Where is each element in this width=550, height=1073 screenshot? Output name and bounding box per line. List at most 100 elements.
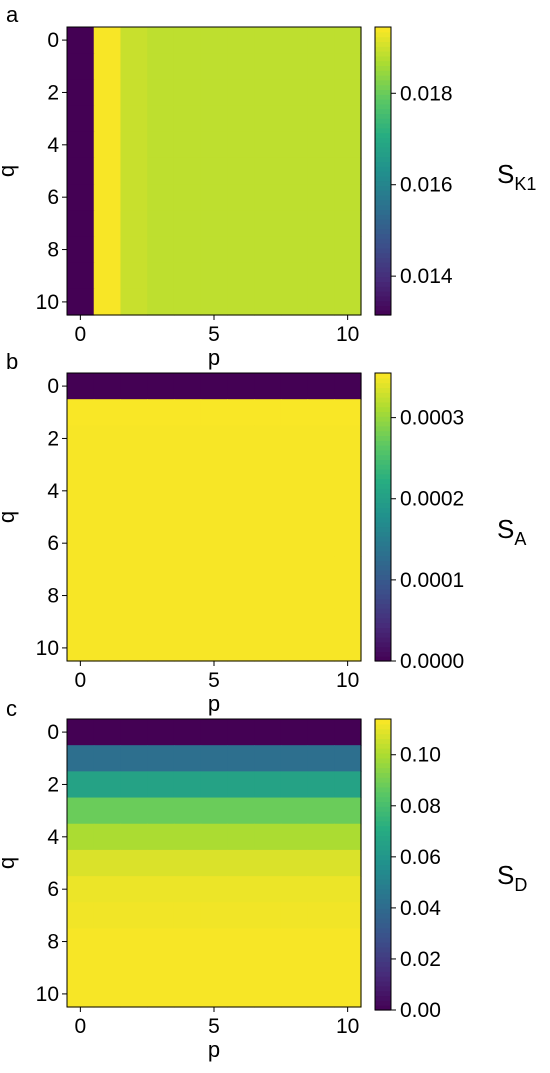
heatmap-cell (254, 373, 282, 400)
heatmap-cell (120, 954, 148, 982)
colorbar-strip (375, 752, 391, 759)
heatmap-cell (147, 849, 175, 877)
heatmap-cell (93, 236, 122, 264)
colorbar-strip (375, 1005, 391, 1011)
heatmap-cell (147, 288, 175, 316)
colorbar-strip (375, 517, 391, 523)
colorbar-strip (375, 142, 391, 148)
colorbar-strip (375, 927, 391, 933)
colorbar-strip (375, 233, 391, 239)
colorbar-label-sub: A (514, 529, 526, 549)
heatmap-cell (67, 288, 95, 316)
colorbar-strip (375, 382, 391, 388)
heatmap-cell (200, 928, 228, 956)
colorbar-strip (375, 811, 391, 817)
colorbar-strip (375, 60, 391, 66)
heatmap-cell (307, 399, 335, 426)
heatmap-cell (200, 53, 228, 80)
heatmap-cell (227, 105, 255, 133)
heatmap-cell (280, 876, 309, 903)
colorbar-strip (375, 801, 391, 807)
heatmap-cell (93, 373, 122, 400)
colorbar-strip (375, 377, 391, 384)
heatmap-cell (173, 288, 202, 316)
colorbar-tick-label: 0.10 (400, 744, 441, 767)
heatmap-cell (334, 477, 362, 505)
colorbar-label: SK1 (497, 159, 536, 194)
heatmap-cell (67, 262, 95, 290)
heatmap-cell (173, 954, 202, 982)
colorbar-strip (375, 305, 391, 311)
panel-letter: b (6, 349, 18, 374)
colorbar-strip (375, 816, 391, 822)
heatmap-cell (307, 556, 335, 584)
heatmap-cell (93, 823, 122, 851)
colorbar-strip (375, 723, 391, 730)
colorbar-strip (375, 310, 391, 316)
colorbar-strip (375, 762, 391, 769)
colorbar-strip (375, 937, 391, 943)
heatmap-cell (120, 980, 148, 1008)
colorbar-strip (375, 406, 391, 412)
colorbar-strip (375, 421, 391, 427)
colorbar-strip (375, 883, 391, 890)
heatmap-cell (173, 236, 202, 264)
colorbar-strip (375, 291, 391, 297)
heatmap-cell (93, 928, 122, 956)
heatmap-cell (334, 105, 362, 133)
heatmap-cell (254, 451, 282, 479)
colorbar-strip (375, 584, 391, 590)
colorbar-strip (375, 401, 391, 408)
heatmap-cell (200, 105, 228, 133)
heatmap-cell (147, 262, 175, 290)
colorbar-strip (375, 531, 391, 537)
heatmap-cell (67, 797, 95, 825)
heatmap-cell (173, 425, 202, 453)
heatmap-cell (307, 928, 335, 956)
heatmap-cell (120, 797, 148, 825)
heatmap-cell (67, 954, 95, 982)
y-tick-label: 8 (47, 931, 59, 954)
colorbar-strip (375, 888, 391, 895)
colorbar-strip (375, 31, 391, 38)
colorbar-strip (375, 757, 391, 764)
heatmap-cell (280, 797, 309, 825)
heatmap-cell (280, 53, 309, 80)
heatmap-cell (307, 980, 335, 1008)
colorbar-strip (375, 238, 391, 244)
heatmap-cell (67, 236, 95, 264)
heatmap-cell (227, 210, 255, 238)
heatmap-cell (67, 157, 95, 185)
heatmap-cell (334, 797, 362, 825)
heatmap-cell (147, 503, 175, 531)
heatmap-cell (147, 27, 175, 54)
heatmap-cell (254, 236, 282, 264)
colorbar-strip (375, 976, 391, 982)
heatmap-cell (67, 131, 95, 159)
heatmap-cell (334, 745, 362, 772)
heatmap-cell (173, 503, 202, 531)
heatmap-cell (254, 157, 282, 185)
colorbar-strip (375, 411, 391, 417)
colorbar-tick-label: 0.08 (400, 795, 441, 818)
heatmap-cell (173, 262, 202, 290)
colorbar-strip (375, 733, 391, 739)
colorbar-strip (375, 46, 391, 52)
heatmap-cell (227, 157, 255, 185)
colorbar-tick-label: 0.00 (400, 999, 441, 1022)
colorbar-strip (375, 151, 391, 158)
y-tick-label: 10 (36, 983, 59, 1006)
heatmap-cell (307, 131, 335, 159)
colorbar-strip (375, 980, 391, 987)
heatmap-cell (120, 27, 148, 54)
heatmap-cell (120, 79, 148, 107)
colorbar-label-main: S (497, 860, 514, 890)
colorbar-strip (375, 195, 391, 201)
colorbar-strip (375, 893, 391, 900)
heatmap-cell (307, 797, 335, 825)
heatmap-cell (307, 582, 335, 610)
heatmap-cell (307, 288, 335, 316)
colorbar-strip (375, 995, 391, 1001)
heatmap-panel-c: c 0 5 10 p 0 2 4 6 8 10 q 0.00 0.02 0.04 0.06 0.08 0.10 SD (0, 696, 527, 1062)
heatmap-cell (280, 954, 309, 982)
